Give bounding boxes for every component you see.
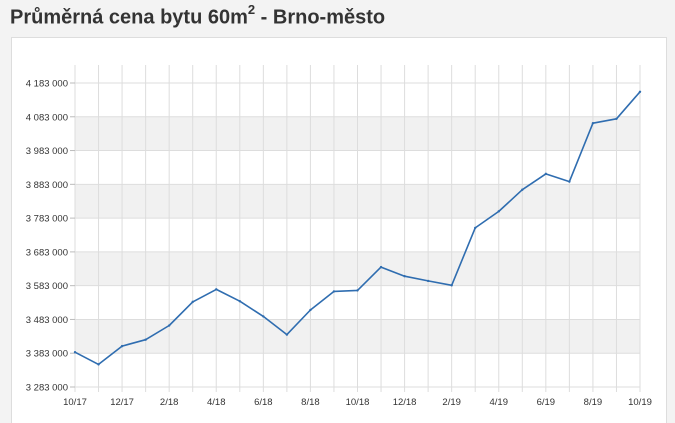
data-point <box>568 180 571 183</box>
y-tick-label: 3 983 000 <box>26 146 68 157</box>
y-tick-label: 3 383 000 <box>26 349 68 360</box>
y-tick-label: 3 883 000 <box>26 180 68 191</box>
data-point <box>238 300 241 303</box>
x-tick-label: 10/17 <box>63 397 87 408</box>
data-point <box>474 226 477 230</box>
data-point <box>426 279 430 283</box>
x-tick-label: 10/18 <box>346 397 370 408</box>
y-tick-label: 3 783 000 <box>26 214 68 225</box>
data-point <box>521 188 524 191</box>
x-tick-label: 4/19 <box>490 397 509 408</box>
x-tick-label: 8/19 <box>584 397 603 408</box>
x-tick-label: 2/18 <box>160 397 179 408</box>
chart-title-suffix: - Brno-město <box>255 6 386 29</box>
data-point <box>379 265 383 269</box>
data-point <box>144 338 147 341</box>
y-tick-label: 3 583 000 <box>26 281 68 292</box>
data-point <box>167 324 171 327</box>
data-point <box>638 90 642 93</box>
data-point <box>120 344 124 348</box>
data-point <box>450 284 453 287</box>
data-point <box>285 333 289 336</box>
data-point <box>73 351 77 354</box>
data-point <box>356 289 359 292</box>
y-tick-label: 4 183 000 <box>26 79 68 90</box>
y-tick-label: 4 083 000 <box>26 112 68 123</box>
data-point <box>497 210 500 213</box>
x-tick-label: 4/18 <box>207 397 226 408</box>
chart-title: Průměrná cena bytu 60m2 - Brno-město <box>10 2 386 30</box>
x-tick-label: 6/18 <box>254 397 273 408</box>
data-point <box>97 363 100 366</box>
x-tick-label: 2/19 <box>442 397 461 408</box>
data-point <box>403 275 406 278</box>
chart-title-superscript: 2 <box>247 2 256 17</box>
y-tick-label: 3 683 000 <box>26 247 68 258</box>
data-point <box>615 117 618 121</box>
x-tick-label: 8/18 <box>301 397 320 408</box>
y-axis-ticks: 3 283 000 3 383 000 3 483 000 3 583 000 3 68… <box>26 79 75 394</box>
data-point <box>191 300 194 304</box>
data-point <box>215 288 218 291</box>
vertical-gridlines <box>74 65 641 392</box>
y-tick-label: 3 483 000 <box>26 315 68 326</box>
x-tick-label: 10/19 <box>628 397 652 408</box>
x-tick-label: 12/18 <box>393 397 417 408</box>
data-point <box>262 315 265 318</box>
horizontal-gridlines <box>75 82 640 388</box>
chart-panel <box>11 37 667 423</box>
chart-title-text: Průměrná cena bytu 60m <box>10 6 248 29</box>
data-point <box>332 290 336 293</box>
x-tick-label: 6/19 <box>537 397 556 408</box>
data-point <box>544 172 548 176</box>
x-tick-label: 12/17 <box>110 397 134 408</box>
series-layer <box>73 90 642 366</box>
data-point <box>591 121 595 125</box>
y-tick-label: 3 283 000 <box>26 383 68 394</box>
data-point <box>309 308 312 312</box>
x-axis-ticks: 10/17 12/17 2/18 4/18 6/18 8/18 10/18 12/18 2/19… <box>63 397 652 408</box>
